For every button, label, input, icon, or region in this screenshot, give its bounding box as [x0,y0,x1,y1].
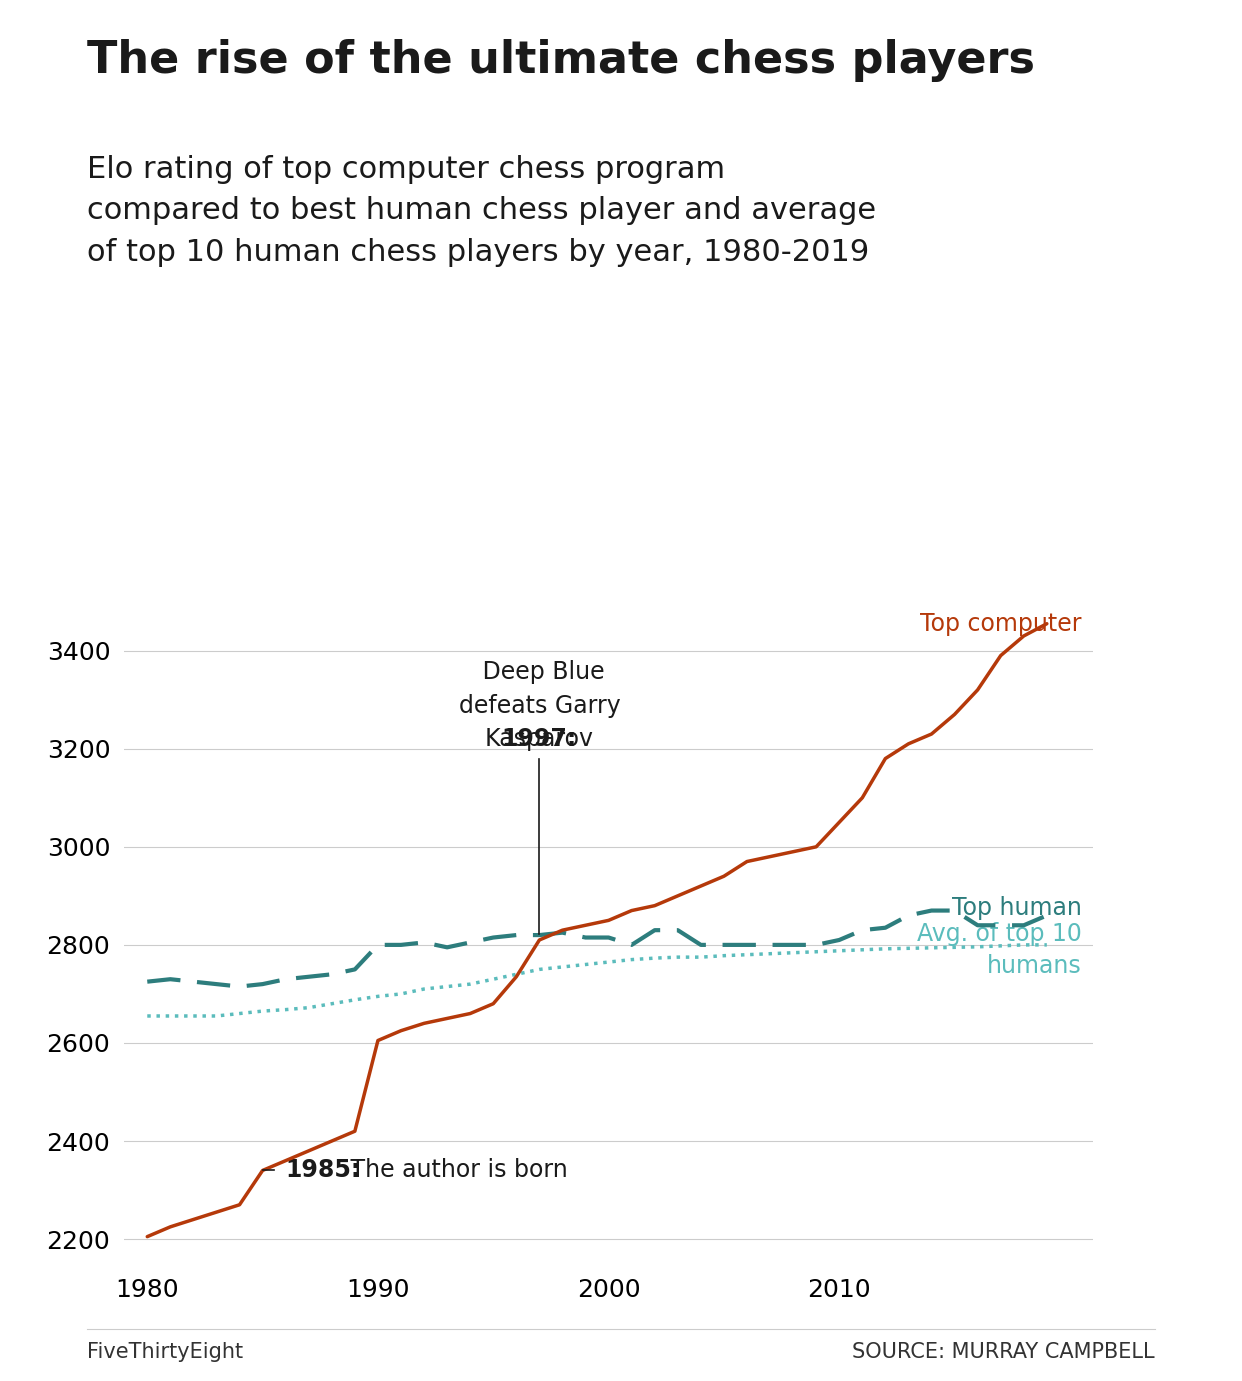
Text: Avg. of top 10
humans: Avg. of top 10 humans [917,923,1082,978]
Text: Deep Blue
defeats Garry
Kasparov: Deep Blue defeats Garry Kasparov [458,660,620,751]
Text: 1985:: 1985: [286,1159,361,1182]
Text: 1997:: 1997: [502,728,578,751]
Text: SOURCE: MURRAY CAMPBELL: SOURCE: MURRAY CAMPBELL [852,1342,1155,1362]
Text: Elo rating of top computer chess program
compared to best human chess player and: Elo rating of top computer chess program… [87,155,876,267]
Text: Top human: Top human [951,896,1082,920]
Text: Top computer: Top computer [920,612,1082,635]
Text: The author is born: The author is born [343,1159,568,1182]
Text: FiveThirtyEight: FiveThirtyEight [87,1342,243,1362]
Text: The rise of the ultimate chess players: The rise of the ultimate chess players [87,39,1035,81]
